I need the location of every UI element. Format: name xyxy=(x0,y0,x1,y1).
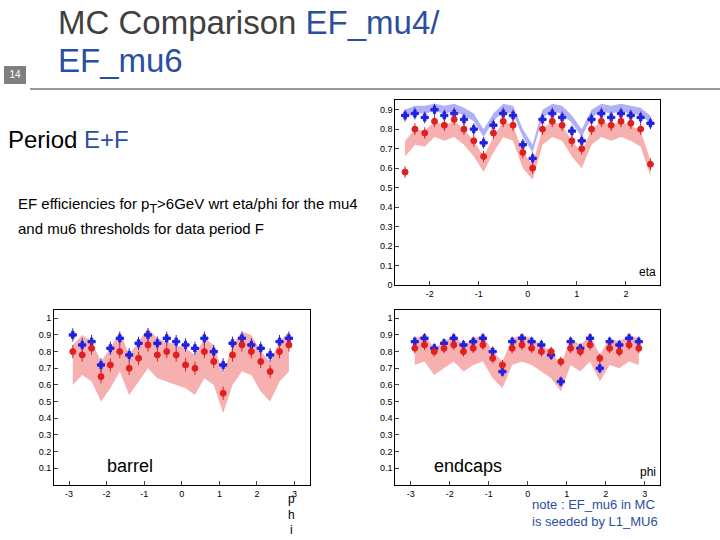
svg-text:0: 0 xyxy=(525,289,530,299)
svg-text:0: 0 xyxy=(525,489,530,499)
svg-text:-1: -1 xyxy=(485,489,493,499)
svg-text:endcaps: endcaps xyxy=(434,456,502,476)
svg-text:0.1: 0.1 xyxy=(380,463,393,473)
svg-text:phi: phi xyxy=(640,465,656,479)
svg-text:0.8: 0.8 xyxy=(39,347,52,357)
svg-text:phi: phi xyxy=(288,492,295,537)
svg-text:0.6: 0.6 xyxy=(380,380,393,390)
html-text:EF efficiencies for pT>6GeV wr: EF efficiencies for pT>6GeV wrt eta/phi … xyxy=(18,195,358,237)
html-text:Period E+F: Period E+F xyxy=(8,126,129,153)
svg-text:0.7: 0.7 xyxy=(39,363,52,373)
svg-text:0.2: 0.2 xyxy=(39,447,52,457)
svg-text:-2: -2 xyxy=(103,489,111,499)
svg-text:1: 1 xyxy=(564,488,570,499)
svg-text:0.6: 0.6 xyxy=(380,163,393,173)
svg-text:-1: -1 xyxy=(140,489,148,499)
svg-text:2: 2 xyxy=(254,489,259,499)
svg-text:0.9: 0.9 xyxy=(380,105,393,115)
svg-text:0.5: 0.5 xyxy=(380,397,393,407)
svg-text:0.6: 0.6 xyxy=(39,380,52,390)
svg-text:0.4: 0.4 xyxy=(380,413,393,423)
svg-text:2: 2 xyxy=(623,289,628,299)
svg-text:1: 1 xyxy=(46,313,51,323)
svg-text:0.4: 0.4 xyxy=(380,202,393,212)
html-text:MC Comparison EF_mu4/: MC Comparison EF_mu4/ xyxy=(58,4,440,41)
html-text:EF_mu6: EF_mu6 xyxy=(58,42,183,79)
svg-text:0.7: 0.7 xyxy=(380,144,393,154)
svg-text:1: 1 xyxy=(574,289,579,299)
svg-text:1: 1 xyxy=(217,489,222,499)
svg-text:0.4: 0.4 xyxy=(39,413,52,423)
svg-text:-2: -2 xyxy=(446,489,454,499)
svg-text:0.2: 0.2 xyxy=(380,447,393,457)
svg-text:0.2: 0.2 xyxy=(380,241,393,251)
svg-text:-3: -3 xyxy=(65,489,73,499)
svg-text:0: 0 xyxy=(387,280,392,290)
svg-text:-3: -3 xyxy=(407,489,415,499)
svg-text:0.3: 0.3 xyxy=(380,430,393,440)
svg-text:3: 3 xyxy=(292,489,297,499)
svg-text:eta: eta xyxy=(639,265,656,279)
svg-text:0.1: 0.1 xyxy=(39,463,52,473)
svg-text:3: 3 xyxy=(642,488,648,499)
svg-text:0.8: 0.8 xyxy=(380,124,393,134)
html-text:note : EF_mu6 in MC: note : EF_mu6 in MC xyxy=(532,497,655,512)
svg-text:0.7: 0.7 xyxy=(380,363,393,373)
svg-text:-1: -1 xyxy=(475,289,483,299)
svg-text:0.3: 0.3 xyxy=(39,430,52,440)
svg-text:0: 0 xyxy=(179,489,184,499)
svg-text:0.8: 0.8 xyxy=(380,347,393,357)
svg-text:0.9: 0.9 xyxy=(380,330,393,340)
svg-text:0.9: 0.9 xyxy=(39,330,52,340)
html-text:14: 14 xyxy=(9,69,21,80)
svg-text:barrel: barrel xyxy=(107,456,153,476)
svg-text:1: 1 xyxy=(387,313,392,323)
svg-text:2: 2 xyxy=(603,488,609,499)
svg-text:-2: -2 xyxy=(426,289,434,299)
svg-text:0.5: 0.5 xyxy=(39,397,52,407)
html-text:is seeded by L1_MU6: is seeded by L1_MU6 xyxy=(532,514,658,529)
svg-text:0.3: 0.3 xyxy=(380,222,393,232)
svg-text:0.5: 0.5 xyxy=(380,183,393,193)
svg-text:0.1: 0.1 xyxy=(380,261,393,271)
